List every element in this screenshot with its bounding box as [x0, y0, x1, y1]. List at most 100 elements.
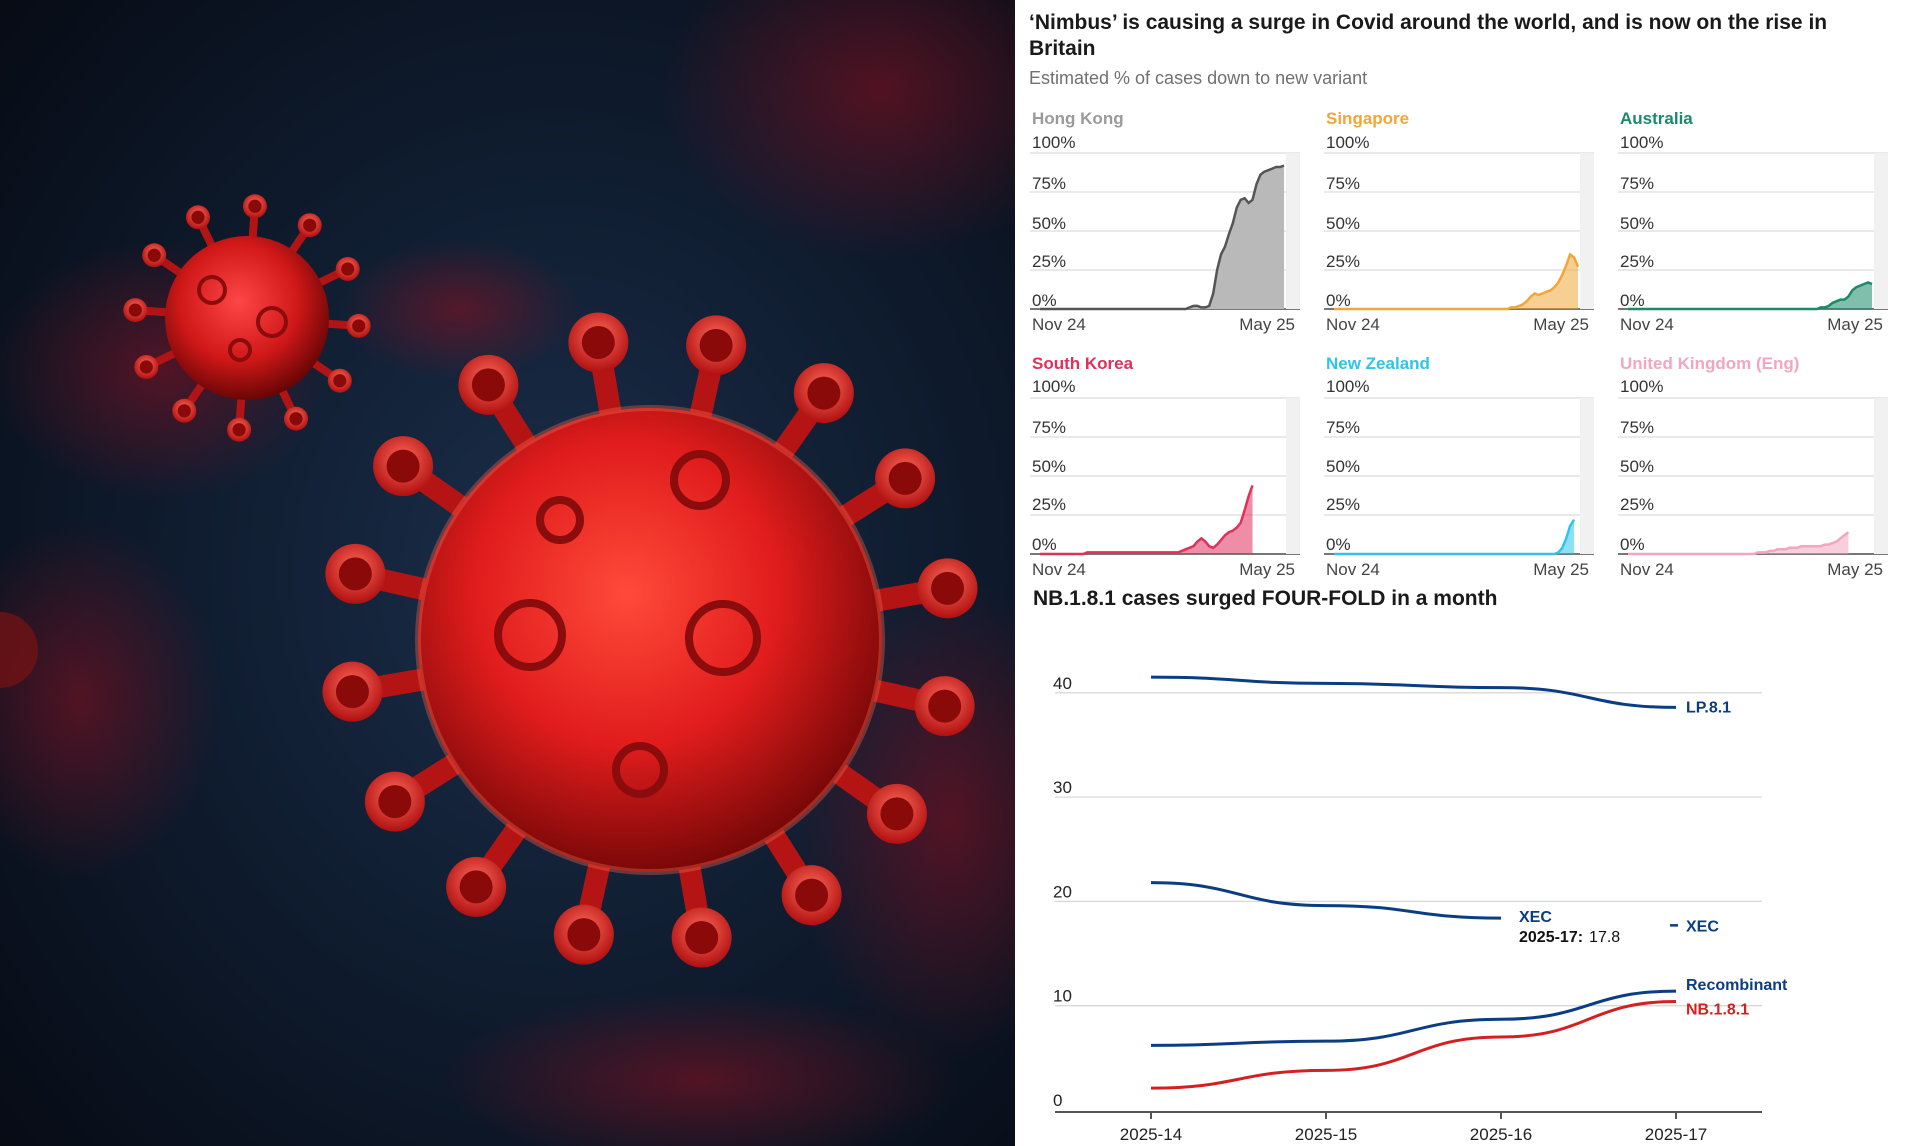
- area-line: [1628, 531, 1850, 556]
- x-end-label: May 25: [1533, 560, 1589, 579]
- y-tick-label: 0%: [1032, 535, 1057, 554]
- y-tick-label: 100%: [1032, 133, 1075, 152]
- mini-chart-name: South Korea: [1032, 354, 1134, 373]
- y-tick-label: 0%: [1326, 535, 1351, 554]
- series-line-lp-8-1: [1150, 675, 1677, 709]
- annotation-key: 2025-17:: [1519, 929, 1583, 946]
- series-label-xec-right: XEC: [1686, 918, 1719, 935]
- y-tick-label: 100%: [1620, 377, 1663, 396]
- y-tick-label: 40: [1053, 674, 1072, 693]
- area-fill: [1334, 254, 1578, 309]
- series-label-lp-8-1: LP.8.1: [1686, 699, 1731, 716]
- y-tick-label: 10: [1053, 987, 1072, 1006]
- series-line-nb-1-8-1: [1150, 1000, 1677, 1090]
- y-tick-label: 0%: [1620, 291, 1645, 310]
- recent-band: [1874, 398, 1888, 554]
- recent-band: [1286, 153, 1300, 309]
- series-label-recombinant: Recombinant: [1686, 977, 1788, 994]
- subtitle: Estimated % of cases down to new variant: [1029, 68, 1368, 88]
- y-tick-label: 25%: [1620, 495, 1654, 514]
- area-line: [1040, 164, 1285, 311]
- variant-chart-title: NB.1.8.1 cases surged FOUR-FOLD in a mon…: [1033, 587, 1498, 610]
- y-tick-label: 50%: [1326, 214, 1360, 233]
- x-start-label: Nov 24: [1326, 560, 1380, 579]
- recent-band: [1580, 153, 1594, 309]
- virus-photo: [0, 0, 1015, 1146]
- variant-line-chart: 0 10 20 30 40 2025-14 2025-15 2025-16 2025-17 LP.…: [1053, 674, 1788, 1144]
- x-start-label: Nov 24: [1326, 315, 1380, 334]
- line-chart-body: 0 10 20 30 40 2025-14 2025-15 2025-16 2025-17 LP.…: [1053, 674, 1788, 1144]
- mini-chart-name: United Kingdom (Eng): [1620, 354, 1799, 373]
- y-tick-label: 100%: [1326, 133, 1369, 152]
- annotation-value: 2025-17: 17.8: [1519, 929, 1620, 946]
- y-tick-label: 0%: [1620, 535, 1645, 554]
- mini-chart-australia: Australia 100% 75% 50% 25% 0% Nov 24 May 25: [1618, 109, 1888, 334]
- x-start-label: Nov 24: [1032, 315, 1086, 334]
- x-end-label: May 25: [1239, 315, 1295, 334]
- y-tick-label: 25%: [1620, 252, 1654, 271]
- infographic-panel: ‘Nimbus’ is causing a surge in Covid aro…: [1015, 0, 1908, 1146]
- x-start-label: Nov 24: [1620, 560, 1674, 579]
- annotation-series: XEC: [1519, 909, 1552, 926]
- y-tick-label: 50%: [1620, 214, 1654, 233]
- x-end-label: May 25: [1239, 560, 1295, 579]
- mini-chart-singapore: Singapore 100% 75% 50% 25% 0% Nov 24 May 25: [1324, 109, 1594, 334]
- area-line: [1628, 281, 1873, 311]
- x-start-label: Nov 24: [1032, 560, 1086, 579]
- x-tick-label: 2025-16: [1470, 1125, 1532, 1144]
- mini-chart-name: Australia: [1620, 109, 1693, 128]
- recent-band: [1874, 153, 1888, 309]
- mini-chart-name: New Zealand: [1326, 354, 1430, 373]
- mini-chart-south-korea: South Korea 100% 75% 50% 25% 0% Nov 24 May 25: [1030, 354, 1300, 579]
- y-tick-label: 20: [1053, 882, 1072, 901]
- y-tick-label: 100%: [1032, 377, 1075, 396]
- area-fill: [1040, 165, 1284, 309]
- recent-band: [1580, 398, 1594, 554]
- area-line: [1334, 252, 1580, 311]
- y-tick-label: 75%: [1326, 174, 1360, 193]
- y-tick-label: 25%: [1032, 495, 1066, 514]
- y-tick-label: 0%: [1326, 291, 1351, 310]
- x-start-label: Nov 24: [1620, 315, 1674, 334]
- y-tick-label: 25%: [1326, 495, 1360, 514]
- area-fill: [1334, 519, 1575, 554]
- annotation-number: 17.8: [1589, 929, 1620, 946]
- x-end-label: May 25: [1827, 315, 1883, 334]
- y-tick-label: 0: [1053, 1091, 1062, 1110]
- series-label-nb-1-8-1: NB.1.8.1: [1686, 1002, 1749, 1019]
- series-line-recombinant: [1150, 989, 1677, 1047]
- y-tick-label: 75%: [1620, 418, 1654, 437]
- y-tick-label: 75%: [1032, 418, 1066, 437]
- y-tick-label: 50%: [1326, 457, 1360, 476]
- x-tick-label: 2025-15: [1295, 1125, 1357, 1144]
- mini-chart-hong-kong: Hong Kong 100% 75% 50% 25% 0% Nov 24 May 25: [1030, 109, 1300, 334]
- y-tick-label: 75%: [1032, 174, 1066, 193]
- series-line-xec: [1150, 881, 1502, 920]
- y-tick-label: 30: [1053, 778, 1072, 797]
- y-tick-label: 25%: [1326, 252, 1360, 271]
- x-tick-label: 2025-17: [1645, 1125, 1707, 1144]
- area-fill: [1040, 485, 1253, 554]
- y-tick-label: 100%: [1620, 133, 1663, 152]
- y-tick-label: 25%: [1032, 252, 1066, 271]
- x-end-label: May 25: [1533, 315, 1589, 334]
- mini-chart-united-kingdom-eng: United Kingdom (Eng) 100% 75% 50% 25% 0% Nov 2…: [1618, 354, 1888, 579]
- y-tick-label: 75%: [1326, 418, 1360, 437]
- recent-band: [1286, 398, 1300, 554]
- x-end-label: May 25: [1827, 560, 1883, 579]
- y-tick-label: 75%: [1620, 174, 1654, 193]
- area-line: [1334, 519, 1576, 556]
- area-fill: [1628, 282, 1872, 309]
- mini-chart-name: Singapore: [1326, 109, 1409, 128]
- x-tick-label: 2025-14: [1120, 1125, 1182, 1144]
- area-fill: [1628, 532, 1849, 554]
- y-tick-label: 50%: [1620, 457, 1654, 476]
- area-line: [1040, 484, 1254, 556]
- mini-chart-name: Hong Kong: [1032, 109, 1124, 128]
- mini-chart-new-zealand: New Zealand 100% 75% 50% 25% 0% Nov 24 May 25: [1324, 354, 1594, 579]
- y-tick-label: 50%: [1032, 457, 1066, 476]
- headline: ‘Nimbus’ is causing a surge in Covid aro…: [1029, 11, 1828, 60]
- y-tick-label: 50%: [1032, 214, 1066, 233]
- y-tick-label: 0%: [1032, 291, 1057, 310]
